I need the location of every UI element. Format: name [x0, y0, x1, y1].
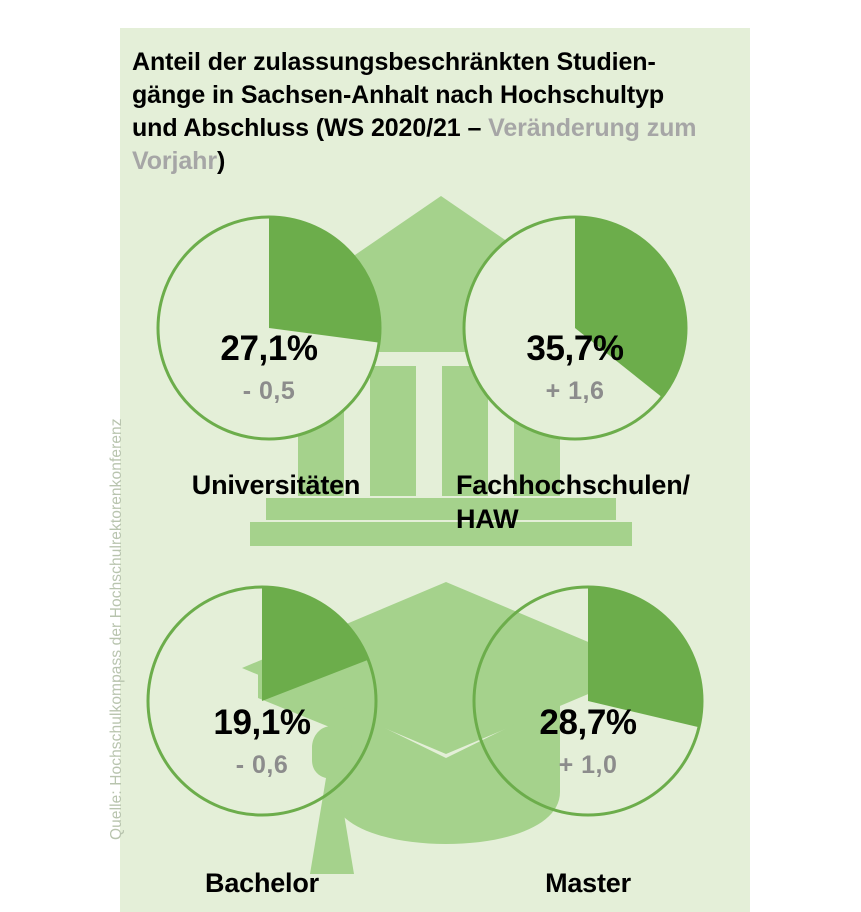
title-line-4-muted: Vorjahr — [132, 147, 217, 175]
title-line-2: gänge in Sachsen-Anhalt nach Hochschulty… — [132, 81, 665, 109]
pie-label-universitaeten: Universitäten — [191, 470, 361, 500]
title-line-3-main: und Abschluss (WS 2020/21 – — [132, 114, 489, 142]
title-line-4-close: ) — [216, 147, 226, 175]
pie-value-universitaeten: 27,1% — [220, 329, 318, 368]
pie-delta-bachelor: - 0,6 — [235, 751, 289, 779]
pie-chart-master: 28,7% + 1,0 — [472, 585, 704, 817]
pie-wedge-bachelor — [262, 587, 369, 701]
pie-svg-master — [472, 585, 704, 817]
pie-delta-master: + 1,0 — [558, 751, 618, 779]
pie-label-fachhochschulen: Fachhochschulen/ HAW — [456, 468, 748, 536]
pie-label-bachelor: Bachelor — [205, 868, 319, 898]
pie-svg-bachelor — [146, 585, 378, 817]
pie-delta-fachhochschulen: + 1,6 — [545, 377, 605, 405]
title-line-4: Vorjahr) — [132, 145, 740, 178]
pie-wedge-universitaeten — [269, 217, 381, 343]
title-line-3: und Abschluss (WS 2020/21 – Veränderung … — [132, 112, 740, 145]
pie-chart-fachhochschulen: 35,7% + 1,6 — [462, 215, 688, 441]
page-title: Anteil der zulassungsbeschränkten Studie… — [132, 46, 740, 178]
pie-chart-bachelor: 19,1% - 0,6 — [146, 585, 378, 817]
pie-svg-fachhochschulen — [462, 215, 688, 441]
pie-label-master: Master — [545, 868, 631, 898]
pie-svg-universitaeten — [156, 215, 382, 441]
pie-chart-universitaeten: 27,1% - 0,5 — [156, 215, 382, 441]
title-line-1: Anteil der zulassungsbeschränkten Studie… — [132, 48, 656, 76]
pie-value-master: 28,7% — [539, 703, 637, 742]
pie-value-bachelor: 19,1% — [213, 703, 311, 742]
pie-wedge-master — [588, 587, 702, 728]
infographic-panel: 27,1% - 0,5 Universitäten 35,7% + 1,6 Fa… — [120, 28, 750, 912]
pie-value-fachhochschulen: 35,7% — [526, 329, 624, 368]
title-line-3-muted: Veränderung zum — [488, 114, 697, 142]
pie-wedge-fachhochschulen — [575, 217, 687, 398]
pie-label-fachhochschulen-line2: HAW — [456, 504, 519, 534]
pie-label-fachhochschulen-line1: Fachhochschulen/ — [456, 470, 690, 500]
pie-delta-universitaeten: - 0,5 — [242, 377, 296, 405]
source-credit: Quelle: Hochschulkompass der Hochschulre… — [108, 418, 125, 840]
